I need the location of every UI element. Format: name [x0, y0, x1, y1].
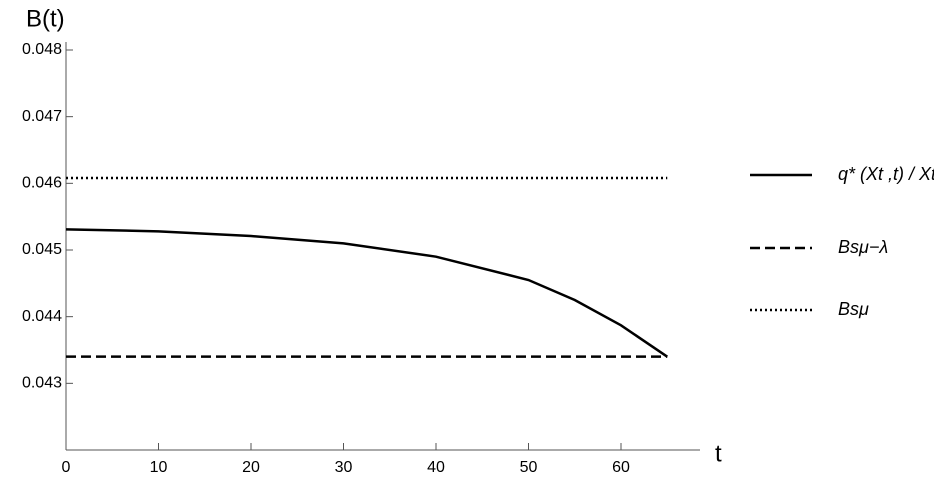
y-tick-label: 0.046: [22, 175, 62, 192]
x-tick-label: 60: [612, 459, 630, 476]
y-tick-label: 0.048: [22, 41, 62, 58]
x-tick-label: 0: [62, 459, 71, 476]
x-tick-label: 50: [520, 459, 538, 476]
legend-label: Bsμ−λ: [838, 237, 888, 257]
y-tick-label: 0.047: [22, 108, 62, 125]
x-tick-label: 10: [150, 459, 168, 476]
legend-label: Bsμ: [838, 299, 869, 319]
x-axis-label: t: [715, 440, 722, 467]
y-axis-label: B(t): [26, 5, 65, 32]
x-tick-label: 20: [242, 459, 260, 476]
series-line: [65, 228, 668, 358]
y-tick-label: 0.045: [22, 241, 62, 258]
legend-label: q* (Xt ,t) / Xt: [838, 164, 934, 184]
y-tick-label: 0.044: [22, 308, 62, 325]
x-tick-label: 30: [335, 459, 353, 476]
y-tick-label: 0.043: [22, 375, 62, 392]
x-tick-label: 40: [427, 459, 445, 476]
